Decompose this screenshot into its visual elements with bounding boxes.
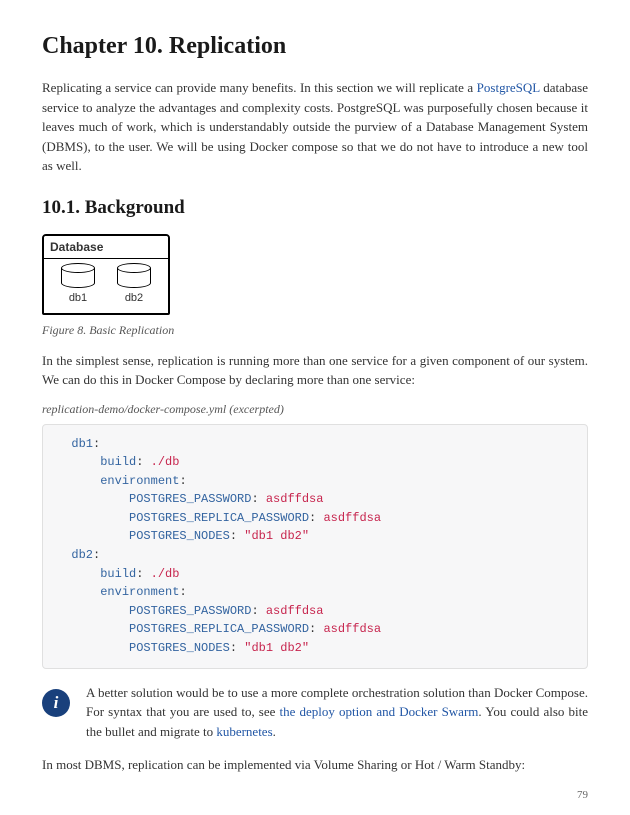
code-key: POSTGRES_NODES [129,641,230,655]
code-caption: replication-demo/docker-compose.yml (exc… [42,400,588,418]
code-value: asdffdsa [266,492,324,506]
code-key: POSTGRES_PASSWORD [129,604,251,618]
deploy-swarm-link[interactable]: the deploy option and Docker Swarm [280,704,479,719]
code-key: db2 [71,548,93,562]
code-key: POSTGRES_REPLICA_PASSWORD [129,511,309,525]
code-key: environment [100,585,179,599]
section-title: 10.1. Background [42,194,588,223]
database-diagram: Database db1 db2 [42,234,588,315]
intro-paragraph: Replicating a service can provide many b… [42,78,588,176]
chapter-title: Chapter 10. Replication [42,28,588,64]
figure-caption: Figure 8. Basic Replication [42,321,588,339]
diagram-box-label: Database [44,236,168,259]
code-block: db1: build: ./db environment: POSTGRES_P… [42,424,588,669]
code-key: POSTGRES_NODES [129,529,230,543]
info-text: A better solution would be to use a more… [86,683,588,742]
code-value: ./db [151,455,180,469]
closing-paragraph: In most DBMS, replication can be impleme… [42,755,588,775]
background-paragraph: In the simplest sense, replication is ru… [42,351,588,390]
info-icon: i [42,689,70,717]
postgresql-link[interactable]: PostgreSQL [477,80,540,95]
db2-label: db2 [117,290,151,307]
kubernetes-link[interactable]: kubernetes [216,724,272,739]
code-key: POSTGRES_PASSWORD [129,492,251,506]
code-key: build [100,455,136,469]
code-value: "db1 db2" [244,529,309,543]
code-key: db1 [71,437,93,451]
info-admonition: i A better solution would be to use a mo… [42,683,588,742]
code-key: POSTGRES_REPLICA_PASSWORD [129,622,309,636]
code-value: asdffdsa [266,604,324,618]
code-value: asdffdsa [323,622,381,636]
db-cylinder-icon [61,263,95,289]
info-post: . [273,724,276,739]
code-value: ./db [151,567,180,581]
code-value: asdffdsa [323,511,381,525]
code-value: "db1 db2" [244,641,309,655]
page-number: 79 [577,787,588,804]
db-cylinder-icon [117,263,151,289]
intro-text-pre: Replicating a service can provide many b… [42,80,477,95]
db1-label: db1 [61,290,95,307]
code-key: build [100,567,136,581]
code-key: environment [100,474,179,488]
